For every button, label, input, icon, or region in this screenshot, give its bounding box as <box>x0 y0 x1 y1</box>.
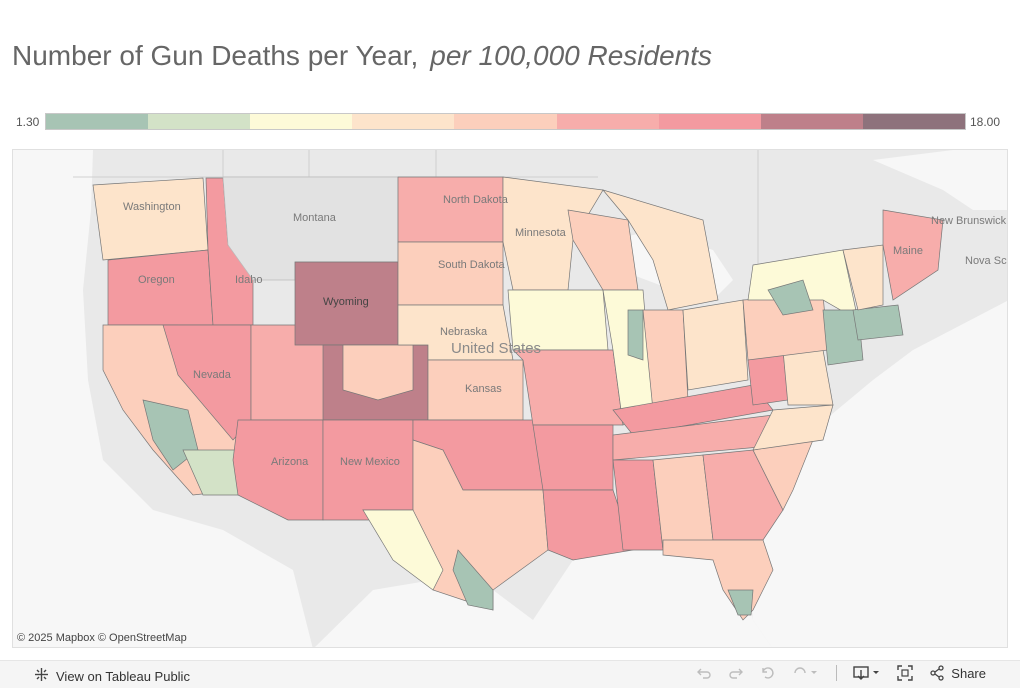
label-north-dakota: North Dakota <box>443 194 509 206</box>
region-new-mexico[interactable] <box>322 419 414 521</box>
toolbar-divider <box>836 665 838 681</box>
region-oregon[interactable] <box>107 249 214 326</box>
legend-swatch-4[interactable] <box>352 114 455 129</box>
legend-color-ramp <box>45 113 966 130</box>
redo-button[interactable] <box>728 665 744 681</box>
legend-swatch-1[interactable] <box>46 114 149 129</box>
title-main: Number of Gun Deaths per Year, <box>12 40 419 71</box>
share-label: Share <box>951 665 986 681</box>
view-on-tableau-label: View on Tableau Public <box>56 668 190 684</box>
refresh-button[interactable] <box>792 665 818 681</box>
label-nova-scotia: Nova Scotia <box>965 255 1008 267</box>
region-colorado-east[interactable] <box>342 344 414 401</box>
legend-max-label: 18.00 <box>970 115 1001 129</box>
region-new-england-south[interactable] <box>852 304 904 341</box>
view-on-tableau-link[interactable]: View on Tableau Public <box>34 667 190 685</box>
district-regions[interactable] <box>92 176 944 621</box>
fullscreen-button[interactable] <box>897 665 913 681</box>
label-new-brunswick: New Brunswick <box>931 215 1007 227</box>
region-alabama[interactable] <box>652 454 714 551</box>
label-montana: Montana <box>293 212 337 224</box>
legend-swatch-8[interactable] <box>760 114 863 129</box>
label-nebraska: Nebraska <box>440 326 488 338</box>
choropleth-map[interactable]: Montana North Dakota South Dakota Minnes… <box>12 149 1008 648</box>
tableau-toolbar: View on Tableau Public Share <box>0 660 1020 688</box>
region-new-jersey[interactable] <box>822 309 864 366</box>
refresh-icon <box>794 667 818 674</box>
download-icon <box>853 666 880 680</box>
gulf-of-mexico <box>315 545 772 647</box>
region-north-dakota[interactable] <box>397 176 504 243</box>
label-arizona: Arizona <box>271 456 309 468</box>
label-kansas: Kansas <box>465 383 502 395</box>
legend-swatch-2[interactable] <box>148 114 251 129</box>
label-south-dakota: South Dakota <box>438 259 506 271</box>
region-texas-south[interactable] <box>452 549 494 611</box>
region-north-carolina[interactable] <box>752 404 834 451</box>
share-icon <box>930 665 944 681</box>
title-subtitle: per 100,000 Residents <box>430 40 712 71</box>
region-florida-south[interactable] <box>727 589 754 616</box>
legend-min-label: 1.30 <box>16 115 40 129</box>
gulf-of-st-lawrence <box>873 150 1007 210</box>
download-button[interactable] <box>853 665 881 681</box>
region-louisiana[interactable] <box>542 489 634 561</box>
undo-icon <box>697 668 711 679</box>
label-new-mexico: New Mexico <box>340 456 400 468</box>
region-vermont-nh[interactable] <box>842 244 884 311</box>
region-georgia[interactable] <box>702 449 784 541</box>
label-idaho: Idaho <box>235 274 263 286</box>
region-arkansas[interactable] <box>532 424 614 491</box>
label-oregon: Oregon <box>138 274 175 286</box>
legend-swatch-6[interactable] <box>556 114 659 129</box>
fullscreen-icon <box>897 665 913 681</box>
undo-button[interactable] <box>696 665 712 681</box>
revert-icon <box>762 667 774 679</box>
pacific-ocean <box>13 150 313 647</box>
map-attribution[interactable]: © 2025 Mapbox © OpenStreetMap <box>17 632 187 644</box>
tableau-logo-icon <box>34 667 49 685</box>
color-legend: 1.30 18.00 <box>0 112 1020 132</box>
revert-button[interactable] <box>760 665 776 681</box>
legend-swatch-9[interactable] <box>862 114 965 129</box>
label-united-states: United States <box>451 340 541 357</box>
map-canvas[interactable]: Montana North Dakota South Dakota Minnes… <box>13 150 1008 648</box>
label-wyoming: Wyoming <box>323 296 369 308</box>
region-ohio[interactable] <box>682 299 749 391</box>
label-washington: Washington <box>123 201 181 213</box>
page-title: Number of Gun Deaths per Year, per 100,00… <box>12 40 712 72</box>
region-new-york-west[interactable] <box>767 279 814 316</box>
redo-icon <box>729 668 744 679</box>
region-texas-west[interactable] <box>362 509 444 591</box>
share-button[interactable]: Share <box>929 665 986 681</box>
region-maine[interactable] <box>882 209 944 301</box>
legend-swatch-5[interactable] <box>454 114 557 129</box>
toolbar-actions: Share <box>680 665 986 681</box>
region-south-dakota[interactable] <box>397 241 504 306</box>
label-nevada: Nevada <box>193 369 232 381</box>
map-place-labels: Montana North Dakota South Dakota Minnes… <box>123 194 1008 468</box>
label-maine: Maine <box>893 245 923 257</box>
legend-swatch-3[interactable] <box>250 114 353 129</box>
region-chicago[interactable] <box>627 309 644 361</box>
label-minnesota: Minnesota <box>515 227 567 239</box>
legend-swatch-7[interactable] <box>658 114 761 129</box>
atlantic-ocean <box>748 301 1007 647</box>
region-washington[interactable] <box>92 177 209 261</box>
